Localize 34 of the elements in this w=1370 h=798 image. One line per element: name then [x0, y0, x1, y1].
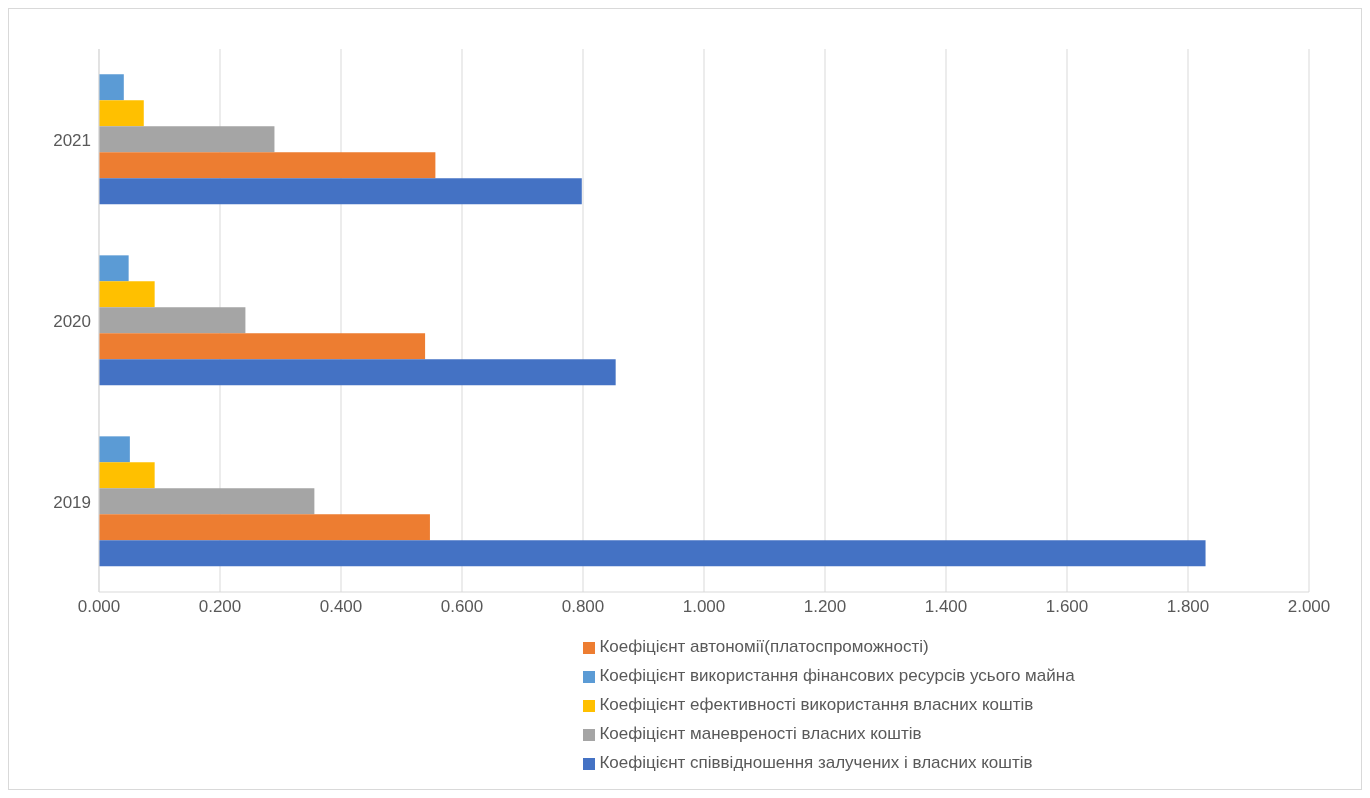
bar	[99, 436, 130, 463]
bar	[99, 540, 1206, 567]
bar	[99, 281, 155, 308]
bar	[99, 307, 246, 334]
bar	[99, 488, 315, 515]
x-tick-label: 0.600	[440, 597, 484, 617]
bar	[99, 126, 275, 153]
x-tick-label: 0.400	[319, 597, 363, 617]
x-tick-label: 1.200	[803, 597, 847, 617]
y-tick-label: 2021	[53, 130, 91, 150]
x-tick-label: 0.800	[561, 597, 605, 617]
bar	[99, 100, 144, 127]
legend-label: Коефіцієнт ефективності використання власних коштів	[599, 695, 1034, 714]
legend-label: Коефіцієнт використання фінансових ресурсів усього майна	[599, 666, 1075, 685]
legend-label: Коефіцієнт маневреності власних коштів	[599, 724, 922, 743]
x-tick-label: 1.600	[1045, 597, 1089, 617]
x-tick-label: 2.000	[1287, 597, 1331, 617]
y-tick-label: 2019	[53, 492, 91, 512]
x-tick-label: 1.800	[1166, 597, 1210, 617]
bar	[99, 462, 155, 489]
bar	[99, 152, 436, 179]
bar	[99, 178, 582, 205]
bar	[99, 74, 124, 101]
bar	[99, 255, 129, 282]
bar	[99, 359, 616, 386]
x-tick-label: 1.400	[924, 597, 968, 617]
bar	[99, 514, 430, 541]
legend-label: Коефіцієнт співвідношення залучених і власних коштів	[599, 753, 1033, 772]
legend-label: Коефіцієнт автономії(платоспроможності)	[599, 637, 929, 656]
y-tick-label: 2020	[53, 311, 91, 331]
x-tick-label: 1.000	[682, 597, 726, 617]
x-tick-label: 0.000	[77, 597, 121, 617]
bar	[99, 333, 426, 360]
x-tick-label: 0.200	[198, 597, 242, 617]
